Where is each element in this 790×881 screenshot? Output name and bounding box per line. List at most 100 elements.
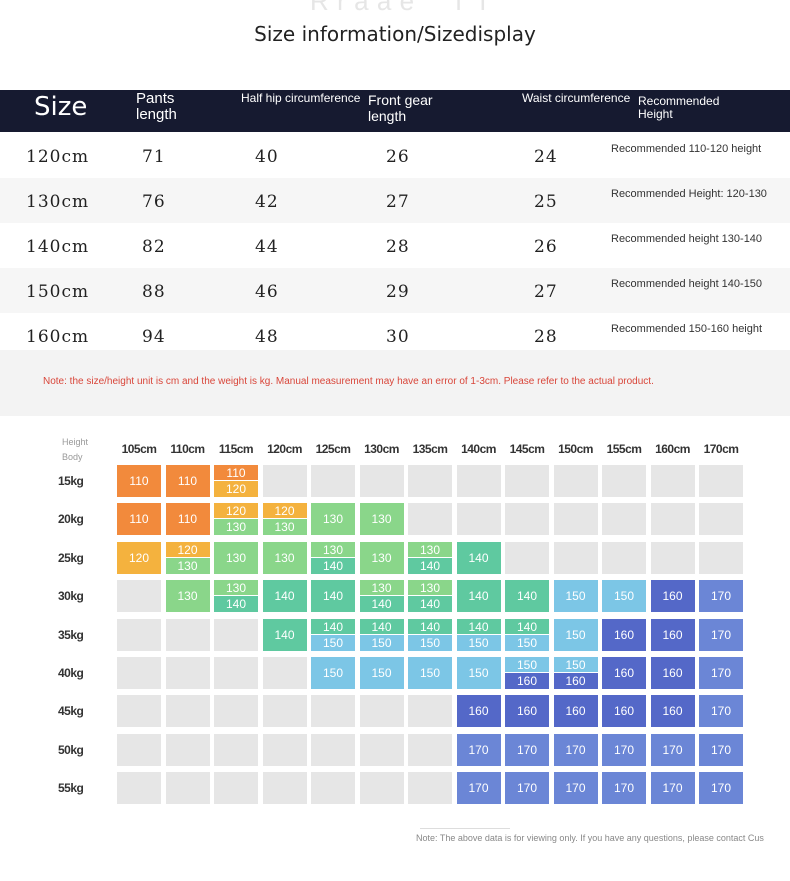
grid-size-cell: 130 140 <box>311 541 355 574</box>
grid-size-cell: 130 <box>214 541 258 574</box>
grid-size-label: 140 <box>311 580 355 613</box>
grid-size-label: 130 <box>262 519 307 536</box>
grid-size-cell: 170 <box>505 733 549 766</box>
grid-size-label: 150 <box>553 580 598 613</box>
grid-size-label: 140 <box>214 596 258 613</box>
grid-height-header: 150cm <box>558 442 593 456</box>
grid-empty-cell <box>262 772 307 805</box>
grid-empty-cell <box>262 465 307 497</box>
grid-size-cell: 140 150 <box>456 618 501 651</box>
grid-empty-cell <box>359 733 404 766</box>
grid-size-label: 160 <box>553 673 598 689</box>
grid-size-label: 170 <box>650 772 695 805</box>
grid-size-label: 140 <box>262 618 307 651</box>
grid-size-cell: 160 <box>602 618 646 651</box>
cell-recommended-height: Recommended 110-120 height <box>611 143 762 155</box>
grid-size-cell: 120 130 <box>165 541 210 574</box>
grid-size-label: 140 <box>408 557 452 574</box>
grid-empty-cell <box>214 695 258 728</box>
grid-size-label: 130 <box>359 541 404 574</box>
grid-size-label: 140 <box>408 618 452 634</box>
grid-size-cell: 130 <box>262 541 307 574</box>
measurement-note: Note: the size/height unit is cm and the… <box>43 376 654 387</box>
grid-empty-cell <box>117 618 161 651</box>
grid-size-cell: 110 120 <box>214 465 258 497</box>
grid-height-header: 135cm <box>412 442 448 456</box>
grid-empty-cell <box>602 503 646 536</box>
grid-size-label: 120 <box>214 481 258 497</box>
size-table-header: Size Pants length Half hip circumference… <box>0 90 790 132</box>
grid-empty-cell <box>311 465 355 497</box>
grid-size-label: 160 <box>650 695 695 728</box>
grid-size-cell: 150 <box>359 657 404 689</box>
grid-weight-header: 20kg <box>58 512 84 527</box>
grid-size-label: 130 <box>359 503 404 536</box>
grid-size-cell: 160 <box>456 695 501 728</box>
cell-front-gear: 30 <box>386 327 410 347</box>
grid-size-cell: 130 <box>165 580 210 613</box>
grid-size-cell: 110 <box>165 503 210 536</box>
grid-empty-cell <box>165 695 210 728</box>
footer-divider <box>420 828 510 829</box>
grid-size-label: 130 <box>262 541 307 574</box>
grid-height-header: 105cm <box>121 442 157 456</box>
footer-note: Note: The above data is for viewing only… <box>416 833 764 843</box>
grid-empty-cell <box>650 541 695 574</box>
grid-size-cell: 170 <box>456 733 501 766</box>
grid-size-label: 130 <box>311 541 355 557</box>
grid-size-label: 150 <box>456 634 501 651</box>
grid-height-header: 155cm <box>606 442 642 456</box>
grid-size-label: 170 <box>505 772 549 805</box>
grid-weight-header: 35kg <box>58 627 84 642</box>
grid-size-cell: 150 <box>311 657 355 689</box>
grid-size-cell: 170 <box>602 733 646 766</box>
grid-size-label: 150 <box>602 580 646 613</box>
grid-empty-cell <box>262 733 307 766</box>
cell-size: 150cm <box>26 282 90 302</box>
grid-size-label: 170 <box>553 733 598 766</box>
grid-empty-cell <box>602 541 646 574</box>
grid-height-header: 160cm <box>655 442 690 456</box>
grid-size-label: 170 <box>699 618 743 651</box>
grid-empty-cell <box>553 465 598 497</box>
grid-empty-cell <box>165 657 210 689</box>
grid-weight-header: 40kg <box>58 666 84 680</box>
grid-size-cell: 160 <box>650 695 695 728</box>
cell-pants-length: 94 <box>142 327 166 347</box>
grid-size-label: 170 <box>699 695 743 728</box>
grid-size-label: 170 <box>699 657 743 689</box>
cell-size: 130cm <box>26 192 90 212</box>
cell-pants-length: 71 <box>142 147 166 167</box>
grid-empty-cell <box>359 772 404 805</box>
grid-size-label: 130 <box>311 503 355 536</box>
grid-size-label: 150 <box>311 634 355 651</box>
grid-size-label: 130 <box>165 580 210 613</box>
grid-weight-header: 25kg <box>58 550 84 565</box>
grid-size-cell: 140 150 <box>359 618 404 651</box>
grid-empty-cell <box>408 695 452 728</box>
grid-size-label: 140 <box>408 596 452 613</box>
grid-size-label: 110 <box>165 503 210 536</box>
grid-size-label: 150 <box>505 657 549 672</box>
grid-size-label: 160 <box>602 618 646 651</box>
grid-size-label: 170 <box>699 580 743 613</box>
grid-size-cell: 140 150 <box>505 618 549 651</box>
grid-size-cell: 170 <box>699 580 743 613</box>
cell-front-gear: 29 <box>386 282 410 302</box>
grid-size-label: 140 <box>505 580 549 613</box>
cell-half-hip: 40 <box>255 147 279 167</box>
grid-size-label: 170 <box>505 733 549 766</box>
grid-empty-cell <box>117 695 161 728</box>
header-waist: Waist circumference <box>522 91 631 105</box>
grid-height-header: 110cm <box>170 442 205 456</box>
grid-size-label: 110 <box>165 465 210 497</box>
grid-size-label: 170 <box>699 772 743 805</box>
grid-size-cell: 120 130 <box>262 503 307 536</box>
corner-body-label: Body <box>62 452 83 462</box>
grid-empty-cell <box>505 465 549 497</box>
grid-size-label: 170 <box>699 733 743 766</box>
grid-size-label: 120 <box>214 503 258 519</box>
grid-empty-cell <box>650 503 695 536</box>
cell-size: 140cm <box>26 237 90 257</box>
grid-size-cell: 120 <box>117 541 161 574</box>
